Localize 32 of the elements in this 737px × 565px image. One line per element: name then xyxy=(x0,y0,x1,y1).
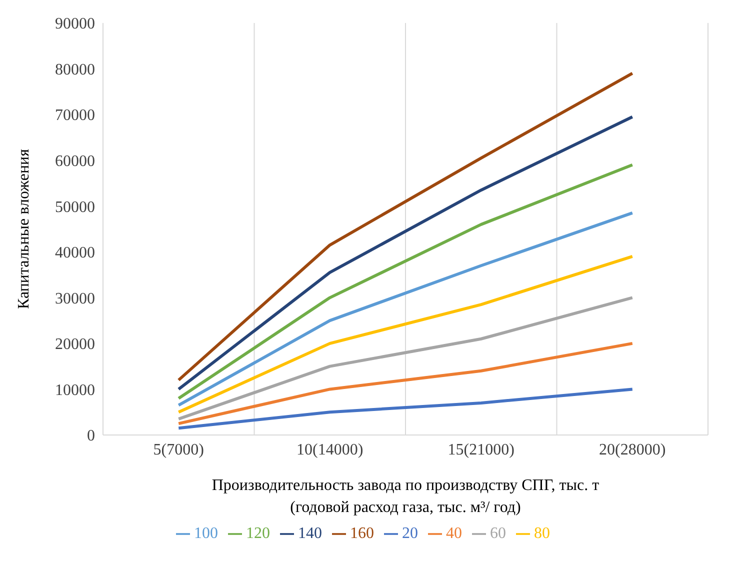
x-axis-title: Производительность завода по производству СПГ, тыс. т (годовой расход газа, тыс. м³/ год) xyxy=(212,477,600,516)
legend-label: 60 xyxy=(490,525,506,542)
y-tick-label: 20000 xyxy=(55,336,95,354)
y-tick-label: 80000 xyxy=(55,61,95,78)
x-tick-label: 5(7000) xyxy=(153,441,204,458)
y-tick-label: 40000 xyxy=(55,244,95,262)
legend-label: 160 xyxy=(350,525,374,542)
legend-label: 120 xyxy=(246,525,270,542)
line-series xyxy=(177,72,634,382)
y-tick-label: 60000 xyxy=(55,153,95,170)
legend-label: 20 xyxy=(402,525,418,542)
legend-label: 100 xyxy=(194,525,218,542)
legend-label: 80 xyxy=(534,525,550,542)
y-tick-label: 90000 xyxy=(55,16,95,33)
y-tick-label: 30000 xyxy=(55,290,95,308)
line-series xyxy=(177,163,634,400)
x-tick-label: 10(14000) xyxy=(296,441,364,458)
y-tick-label: 10000 xyxy=(55,382,95,399)
y-tick-label: 50000 xyxy=(55,198,95,216)
y-tick-label: 0 xyxy=(87,428,95,445)
legend-label: 140 xyxy=(298,525,322,542)
y-axis-title: Капитальные вложения xyxy=(16,148,33,309)
x-tick-label: 20(28000) xyxy=(599,441,666,458)
x-tick-label: 15(21000) xyxy=(448,441,514,458)
line-series xyxy=(177,211,634,407)
legend-label: 40 xyxy=(446,525,462,542)
line-series xyxy=(177,388,634,430)
line-series xyxy=(177,296,634,420)
line-series xyxy=(177,115,634,391)
line-series xyxy=(177,342,634,426)
line-series xyxy=(177,254,634,414)
y-tick-label: 70000 xyxy=(55,107,95,124)
